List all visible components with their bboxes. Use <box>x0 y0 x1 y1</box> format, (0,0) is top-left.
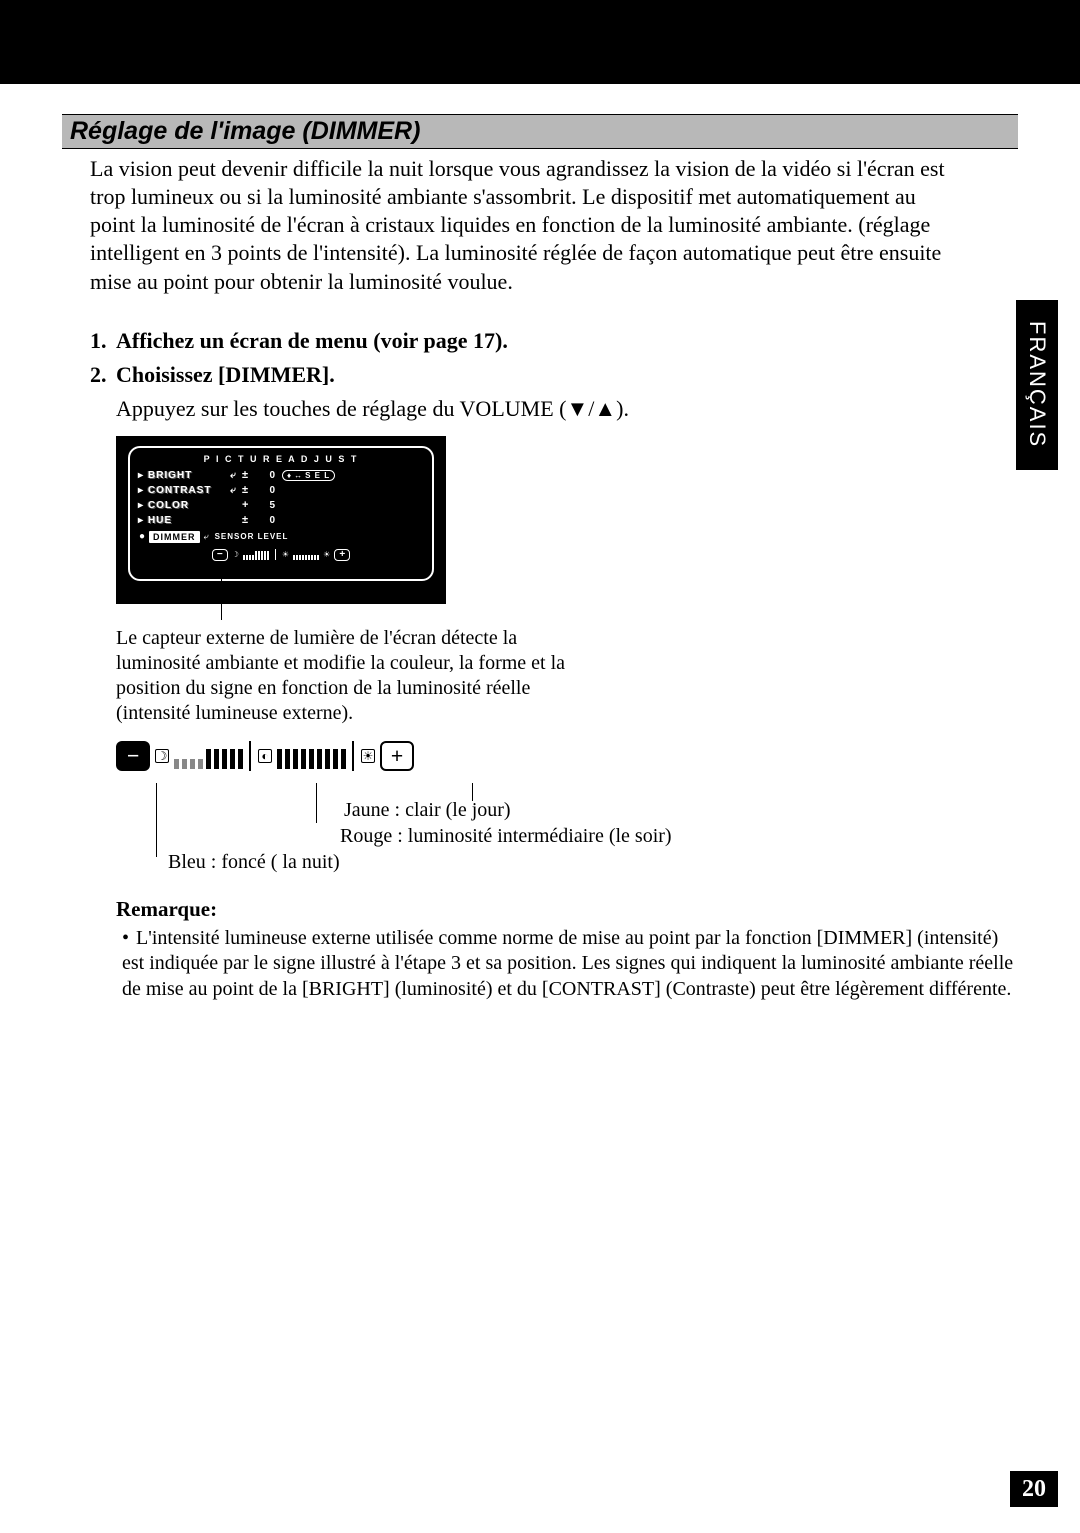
osd-ticks-right <box>293 550 319 560</box>
bullet-icon: ▸ <box>138 485 148 496</box>
moon-icon: ☽ <box>155 749 169 763</box>
return-icon: ⤶ <box>204 531 209 542</box>
osd-row-contrast: ▸ CONTRAST ⤶ ± 0 <box>138 483 424 498</box>
plus-icon: + <box>391 745 404 767</box>
step-1-text: Affichez un écran de menu (voir page 17)… <box>116 328 508 353</box>
bullet-icon: ▸ <box>138 470 148 481</box>
sun-icon: ☀ <box>361 749 375 763</box>
step-1-number: 1. <box>90 328 116 354</box>
step-2-subtext: Appuyez sur les touches de réglage du VO… <box>116 396 1018 422</box>
leftright-icon: ↔ <box>294 471 303 480</box>
bullet-icon: ● <box>139 531 145 542</box>
remarque-item: L'intensité lumineuse externe utilisée c… <box>122 927 1013 1000</box>
bullet-icon: • <box>122 926 136 952</box>
sun-half-marker: ◐ <box>257 749 273 763</box>
sun-icon: ☀ <box>323 550 330 559</box>
content-area: Réglage de l'image (DIMMER) La vision pe… <box>0 84 1080 1002</box>
osd-val-contrast: 0 <box>256 485 276 496</box>
osd-level-bar: − ☽ ☀ ☀ + <box>138 549 424 561</box>
updown-icon: ♦ <box>287 471 292 480</box>
step-1: 1.Affichez un écran de menu (voir page 1… <box>90 328 1018 354</box>
language-tab-label: FRANÇAIS <box>1024 321 1050 448</box>
dimmer-level-bar: − ☽ ◐ ☀ + <box>116 741 536 783</box>
callout-line-blue <box>156 783 157 857</box>
callout-line-red <box>316 783 317 823</box>
step-2-text: Choisissez [DIMMER]. <box>116 362 335 387</box>
remarque-heading: Remarque: <box>116 897 1018 922</box>
moon-icon: ☽ <box>232 550 239 559</box>
plusminus-icon: ± <box>242 469 256 481</box>
sensor-caption: Le capteur externe de lumière de l'écran… <box>116 626 606 727</box>
header-black-bar <box>0 0 1080 84</box>
callout-pointer-line <box>221 568 222 620</box>
return-icon: ⤶ <box>230 470 242 481</box>
osd-val-color: 5 <box>256 500 276 511</box>
callout-red: Rouge : luminosité intermédiaire (le soi… <box>340 825 672 848</box>
sun-half-icon: ◐ <box>258 749 272 763</box>
osd-label-contrast: CONTRAST <box>148 485 230 496</box>
osd-row-hue: ▸ HUE ± 0 <box>138 513 424 528</box>
moon-marker: ☽ <box>154 749 170 763</box>
plusminus-icon: ± <box>242 484 256 496</box>
ticks-right <box>277 743 346 769</box>
bullet-icon: ▸ <box>138 515 148 526</box>
minus-button: − <box>116 741 150 771</box>
osd-dimmer-chip: DIMMER <box>149 531 200 543</box>
osd-inner-frame: P I C T U R E A D J U S T ▸ BRIGHT ⤶ ± 0… <box>128 446 434 581</box>
osd-mid-marker <box>275 549 276 560</box>
mid-marker <box>249 741 251 771</box>
ticks-left <box>174 743 243 769</box>
intro-paragraph: La vision peut devenir difficile la nuit… <box>90 155 960 296</box>
osd-sel-label: S E L <box>305 471 330 480</box>
osd-row-bright: ▸ BRIGHT ⤶ ± 0 ♦ ↔ S E L <box>138 468 424 483</box>
sun-marker: ☀ <box>360 749 376 763</box>
step-2: 2.Choisissez [DIMMER]. <box>90 362 1018 388</box>
bullet-icon: ▸ <box>138 500 148 511</box>
osd-panel: P I C T U R E A D J U S T ▸ BRIGHT ⤶ ± 0… <box>116 436 446 604</box>
language-tab: FRANÇAIS <box>1016 300 1058 470</box>
osd-label-bright: BRIGHT <box>148 470 230 481</box>
step-list: 1.Affichez un écran de menu (voir page 1… <box>90 328 1018 388</box>
osd-minus-button: − <box>212 549 228 561</box>
plus-button: + <box>380 741 414 771</box>
osd-plus-button: + <box>334 549 350 561</box>
minus-icon: − <box>127 745 140 767</box>
callout-yellow: Jaune : clair (le jour) <box>344 799 511 822</box>
osd-title: P I C T U R E A D J U S T <box>138 454 424 464</box>
page-number: 20 <box>1010 1471 1058 1507</box>
osd-label-hue: HUE <box>148 515 230 526</box>
sun-half-icon: ☀ <box>282 550 289 559</box>
step-2-number: 2. <box>90 362 116 388</box>
remarque-list: •L'intensité lumineuse externe utilisée … <box>122 926 1022 1003</box>
osd-screenshot: P I C T U R E A D J U S T ▸ BRIGHT ⤶ ± 0… <box>116 436 446 604</box>
plus-icon: + <box>242 499 256 511</box>
callout-blue: Bleu : foncé ( la nuit) <box>168 851 340 874</box>
right-marker <box>352 741 354 771</box>
osd-sensor-label: SENSOR LEVEL <box>215 532 289 541</box>
section-heading: Réglage de l'image (DIMMER) <box>62 114 1018 149</box>
osd-val-hue: 0 <box>256 515 276 526</box>
osd-row-dimmer: ● DIMMER ⤶ SENSOR LEVEL <box>138 529 424 545</box>
osd-val-bright: 0 <box>256 470 276 481</box>
osd-sel-pill: ♦ ↔ S E L <box>282 470 335 481</box>
plusminus-icon: ± <box>242 514 256 526</box>
color-callouts: Jaune : clair (le jour) Rouge : luminosi… <box>116 785 1018 875</box>
osd-row-color: ▸ COLOR + 5 <box>138 498 424 513</box>
osd-label-color: COLOR <box>148 500 230 511</box>
osd-ticks-left <box>243 550 269 560</box>
return-icon: ⤶ <box>230 485 242 496</box>
